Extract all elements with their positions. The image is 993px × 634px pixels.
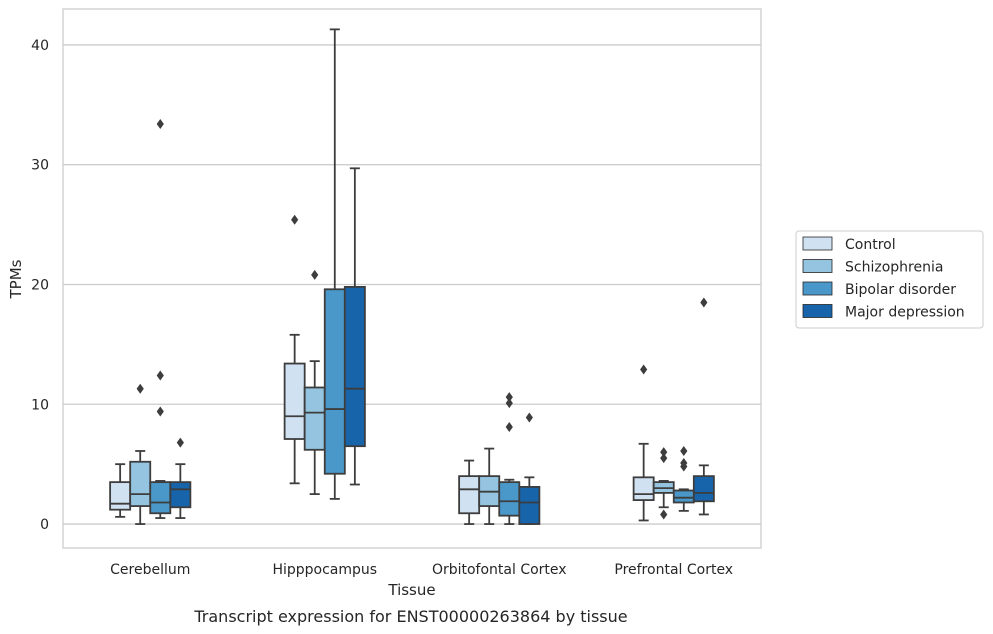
legend-swatch (802, 259, 833, 273)
box-2-1 (478, 447, 501, 525)
outlier-point (640, 364, 648, 375)
outlier-point (505, 398, 513, 409)
outlier-point (156, 406, 164, 417)
box-3-0 (632, 364, 655, 522)
box-2-3 (518, 412, 541, 525)
outlier-point (176, 437, 184, 448)
legend-items: Control Schizophrenia Bipolar disorder Majo… (802, 236, 965, 321)
legend-label: Bipolar disorder (845, 282, 956, 298)
box-body (692, 475, 715, 503)
box-body (283, 362, 306, 440)
box-0-0 (109, 463, 132, 518)
box-1-2 (323, 28, 346, 500)
y-tick-label: 10 (31, 397, 49, 413)
x-axis-title: Tissue (387, 581, 435, 599)
outlier-point (660, 447, 668, 458)
box-body (303, 386, 326, 451)
outlier-point (156, 118, 164, 129)
box-3-2 (672, 445, 695, 512)
outlier-point (525, 412, 533, 423)
box-body (632, 476, 655, 501)
box-body (149, 481, 172, 515)
outlier-point (505, 392, 513, 403)
outlier-point (660, 453, 668, 464)
box-body (109, 481, 132, 511)
box-body (672, 489, 695, 504)
box-0-2 (149, 118, 172, 519)
box-1-1 (303, 269, 326, 496)
box-body (323, 288, 346, 475)
legend: Control Schizophrenia Bipolar disorder Majo… (795, 230, 984, 329)
y-axis-tick-labels: 0 10 20 30 40 (31, 38, 49, 533)
x-tick-label: Orbitofontal Cortex (432, 562, 567, 578)
box-body (498, 481, 521, 517)
legend-label: Schizophrenia (845, 260, 943, 276)
box-2-0 (458, 459, 481, 525)
y-tick-label: 20 (31, 277, 49, 293)
y-axis-title: TPMs (7, 259, 25, 299)
box-body (518, 486, 541, 525)
outlier-point (291, 214, 299, 225)
box-body (169, 481, 192, 509)
outlier-point (680, 457, 688, 468)
y-tick-label: 30 (31, 158, 49, 174)
y-tick-label: 0 (40, 517, 49, 533)
box-body (343, 285, 366, 448)
legend-frame (795, 230, 984, 329)
x-tick-label: Prefrontal Cortex (614, 562, 733, 578)
outlier-point (136, 383, 144, 394)
box-body (458, 475, 481, 515)
outlier-point (700, 297, 708, 308)
legend-swatch (802, 304, 833, 318)
legend-label: Control (845, 237, 896, 253)
gridlines (63, 44, 761, 525)
x-tick-label: Hipppocampus (272, 562, 377, 578)
legend-label: Major depression (845, 305, 965, 321)
outlier-point (311, 269, 319, 280)
chart-title: Transcript expression for ENST0000026386… (193, 607, 627, 626)
x-axis-tick-labels: Cerebellum Hipppocampus Orbitofontal Corte… (110, 562, 733, 578)
box-1-3 (343, 167, 366, 486)
outlier-point (156, 370, 164, 381)
legend-swatch (802, 281, 833, 296)
box-body (129, 460, 152, 507)
legend-swatch (802, 236, 833, 251)
box-groups (109, 28, 715, 525)
box-0-1 (129, 383, 152, 525)
box-0-3 (169, 437, 192, 519)
outlier-point (680, 445, 688, 456)
box-2-2 (498, 392, 521, 525)
box-3-1 (652, 447, 675, 520)
plot-area-frame (62, 8, 762, 549)
x-tick-label: Cerebellum (110, 562, 190, 578)
outlier-point (660, 509, 668, 520)
y-tick-label: 40 (31, 38, 49, 54)
box-3-3 (692, 297, 715, 516)
outlier-point (505, 422, 513, 433)
box-1-0 (283, 214, 306, 485)
